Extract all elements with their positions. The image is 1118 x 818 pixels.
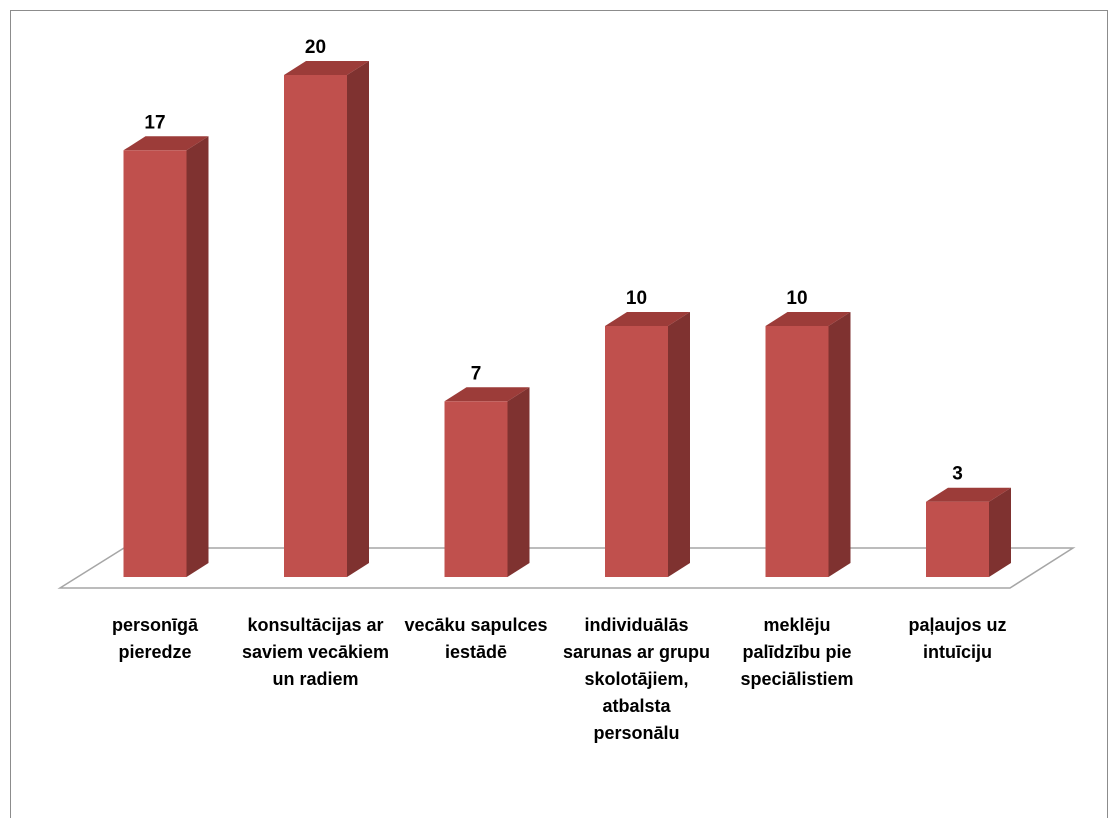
x-tick-label: konsultācijas ar saviem vecākiem un radi… <box>241 615 390 689</box>
bar-side <box>828 312 851 577</box>
data-label: 3 <box>952 464 963 485</box>
bar-side <box>347 61 369 577</box>
bar-side <box>989 487 1011 577</box>
bar <box>765 326 829 577</box>
x-tick-label: personīgā pieredze <box>111 615 199 662</box>
bar <box>926 501 989 577</box>
bar-top <box>284 61 369 75</box>
x-tick-label: individuālās sarunas ar grupu skolotājie… <box>562 615 711 743</box>
bar <box>123 150 187 578</box>
data-label: 10 <box>786 288 807 309</box>
data-label: 17 <box>144 112 165 133</box>
bar-top <box>765 312 851 326</box>
bar <box>444 401 508 577</box>
bar <box>284 75 347 577</box>
x-tick-label: vecāku sapulces iestādē <box>404 615 548 662</box>
floor <box>57 547 1076 589</box>
bar-top <box>123 136 209 151</box>
bar-side <box>668 312 690 577</box>
x-tick-label: meklēju palīdzību pie speciālistiem <box>740 615 854 689</box>
data-label: 7 <box>471 363 482 384</box>
bar-top <box>444 387 530 402</box>
data-label: 20 <box>305 37 326 58</box>
bar-side <box>186 136 209 578</box>
bar-side <box>507 387 530 577</box>
chart-frame <box>10 10 1108 818</box>
bar-top <box>926 487 1011 502</box>
x-tick-label: paļaujos uz intuīciju <box>908 615 1007 662</box>
bar-top <box>605 312 690 326</box>
data-label: 10 <box>626 288 647 309</box>
bar <box>605 326 668 577</box>
